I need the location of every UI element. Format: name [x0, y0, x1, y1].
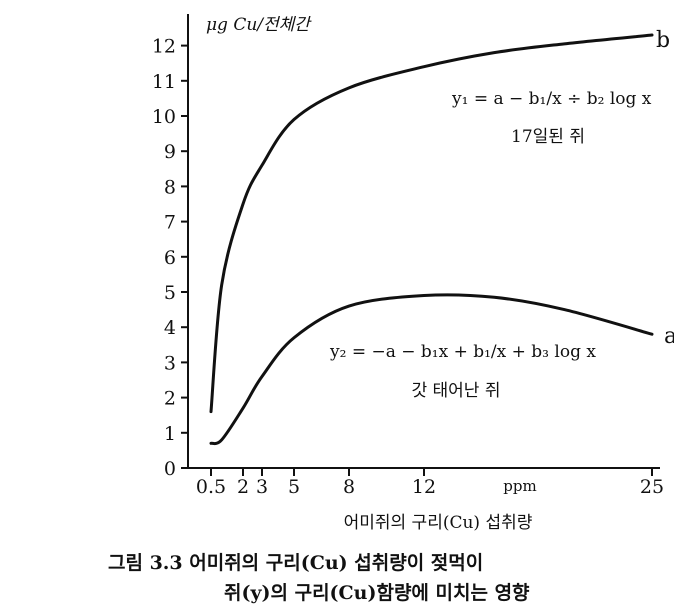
x-tick-label: 0.5: [196, 476, 226, 498]
caption-line-1: 그림 3.3 어미쥐의 구리(Cu) 섭취량이 젖먹이: [108, 552, 484, 574]
y-tick-label: 0: [164, 458, 176, 480]
y-tick-label: 12: [152, 36, 176, 58]
formula-b-text: y₁ = a − b₁/x ÷ b₂ log x: [451, 89, 652, 109]
y-tick-label: 2: [164, 388, 176, 410]
x-unit-label: ppm: [503, 477, 536, 495]
formula-a: y₂ = −a − b₁x + b₁/x + b₃ log x: [329, 342, 596, 362]
x-axis-label: 어미쥐의 구리(Cu) 섭취량: [344, 513, 533, 533]
curve-label-b: b: [656, 28, 670, 53]
x-tick-label: 3: [256, 476, 268, 498]
y-tick-label: 5: [164, 282, 176, 304]
y-tick-label: 1: [164, 423, 176, 445]
formula-a-text: y₂ = −a − b₁x + b₁/x + b₃ log x: [329, 342, 596, 362]
note-b: 17일된 쥐: [511, 127, 585, 147]
y-tick-label: 10: [152, 106, 176, 128]
x-tick-label: 8: [343, 476, 355, 498]
series-line-a: [209, 293, 654, 446]
y-tick-label: 11: [152, 71, 176, 93]
note-a: 갓 태어난 쥐: [411, 381, 500, 401]
y-tick-label: 3: [164, 352, 176, 374]
y-axis-label: μg Cu/전체간: [206, 15, 312, 35]
y-tick-label: 9: [164, 141, 176, 163]
y-tick-label: 7: [164, 212, 176, 234]
curve-label-a: a: [664, 324, 674, 349]
formula-b: y₁ = a − b₁/x ÷ b₂ log x: [451, 89, 652, 109]
figure-caption: 그림 3.3 어미쥐의 구리(Cu) 섭취량이 젖먹이 쥐(y)의 구리(Cu)…: [108, 548, 674, 608]
x-tick-label: 25: [640, 476, 664, 498]
x-tick-label: 5: [288, 476, 300, 498]
series-line-b: [209, 33, 654, 414]
caption-line-2: 쥐(y)의 구리(Cu)함량에 미치는 영향: [224, 582, 530, 604]
x-tick-label: 2: [237, 476, 249, 498]
y-tick-label: 6: [164, 247, 176, 269]
y-tick-label: 4: [164, 317, 176, 339]
x-tick-label: 12: [412, 476, 436, 498]
y-tick-label: 8: [164, 176, 176, 198]
